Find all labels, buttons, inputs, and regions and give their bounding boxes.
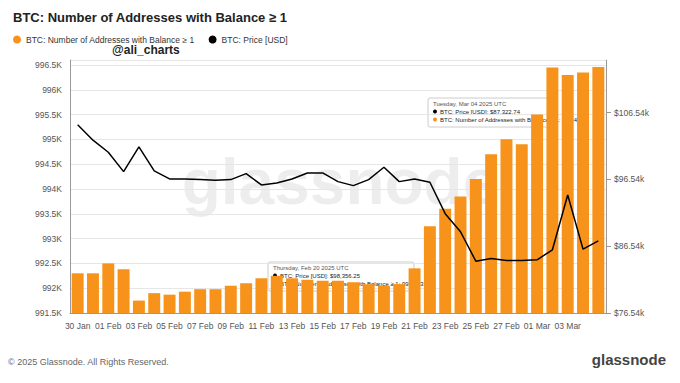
svg-text:23 Feb: 23 Feb <box>432 321 459 331</box>
svg-text:BTC: Number of Addresses with: BTC: Number of Addresses with Balance ≥ … <box>13 10 287 25</box>
svg-text:$106.54k: $106.54k <box>614 108 650 118</box>
svg-text:@ali_charts: @ali_charts <box>112 43 180 57</box>
svg-text:993K: 993K <box>42 234 62 244</box>
svg-text:glassnode: glassnode <box>592 351 666 368</box>
svg-text:© 2025 Glassnode. All Rights R: © 2025 Glassnode. All Rights Reserved. <box>8 357 169 367</box>
svg-text:27 Feb: 27 Feb <box>493 321 520 331</box>
svg-text:25 Feb: 25 Feb <box>463 321 490 331</box>
svg-text:995.5K: 995.5K <box>35 110 62 120</box>
svg-text:995K: 995K <box>42 134 62 144</box>
svg-text:992.5K: 992.5K <box>35 258 62 268</box>
svg-text:BTC: Number of Addresses with: BTC: Number of Addresses with Balance ≥ … <box>440 116 584 123</box>
svg-text:09 Feb: 09 Feb <box>218 321 245 331</box>
svg-text:$96.54k: $96.54k <box>614 174 645 184</box>
svg-text:13 Feb: 13 Feb <box>279 321 306 331</box>
svg-text:11 Feb: 11 Feb <box>249 321 275 331</box>
svg-text:19 Feb: 19 Feb <box>371 321 398 331</box>
svg-text:BTC: Price [USD]: BTC: Price [USD] <box>222 35 288 45</box>
svg-text:01 Feb: 01 Feb <box>95 321 122 331</box>
svg-text:BTC: Number of Addresses with: BTC: Number of Addresses with Balance ≥ … <box>26 34 195 45</box>
svg-text:Tuesday, Mar 04 2025 UTC: Tuesday, Mar 04 2025 UTC <box>433 101 507 107</box>
svg-text:996.5K: 996.5K <box>35 60 62 70</box>
svg-text:03 Mar: 03 Mar <box>554 321 581 331</box>
svg-text:992K: 992K <box>42 283 62 293</box>
svg-text:05 Feb: 05 Feb <box>156 321 183 331</box>
svg-text:BTC: Price [USD]: $98,356.25: BTC: Price [USD]: $98,356.25 <box>280 273 361 279</box>
svg-text:$76.54k: $76.54k <box>614 308 645 318</box>
svg-text:BTC: Price [USD]: $87,322.74: BTC: Price [USD]: $87,322.74 <box>440 109 521 115</box>
svg-text:Thursday, Feb 20 2025 UTC: Thursday, Feb 20 2025 UTC <box>273 265 349 271</box>
svg-text:991.5K: 991.5K <box>35 308 62 318</box>
svg-text:994K: 994K <box>42 184 62 194</box>
svg-text:994.5K: 994.5K <box>35 159 62 169</box>
svg-text:01 Mar: 01 Mar <box>524 321 551 331</box>
svg-text:30 Jan: 30 Jan <box>65 321 91 331</box>
svg-text:glassnode: glassnode <box>181 146 499 218</box>
svg-text:21 Feb: 21 Feb <box>401 321 428 331</box>
svg-text:15 Feb: 15 Feb <box>309 321 336 331</box>
svg-text:993.5K: 993.5K <box>35 209 62 219</box>
svg-text:996K: 996K <box>42 85 62 95</box>
svg-text:17 Feb: 17 Feb <box>340 321 367 331</box>
svg-text:03 Feb: 03 Feb <box>126 321 153 331</box>
svg-text:$86.54k: $86.54k <box>614 241 645 251</box>
svg-text:07 Feb: 07 Feb <box>187 321 214 331</box>
